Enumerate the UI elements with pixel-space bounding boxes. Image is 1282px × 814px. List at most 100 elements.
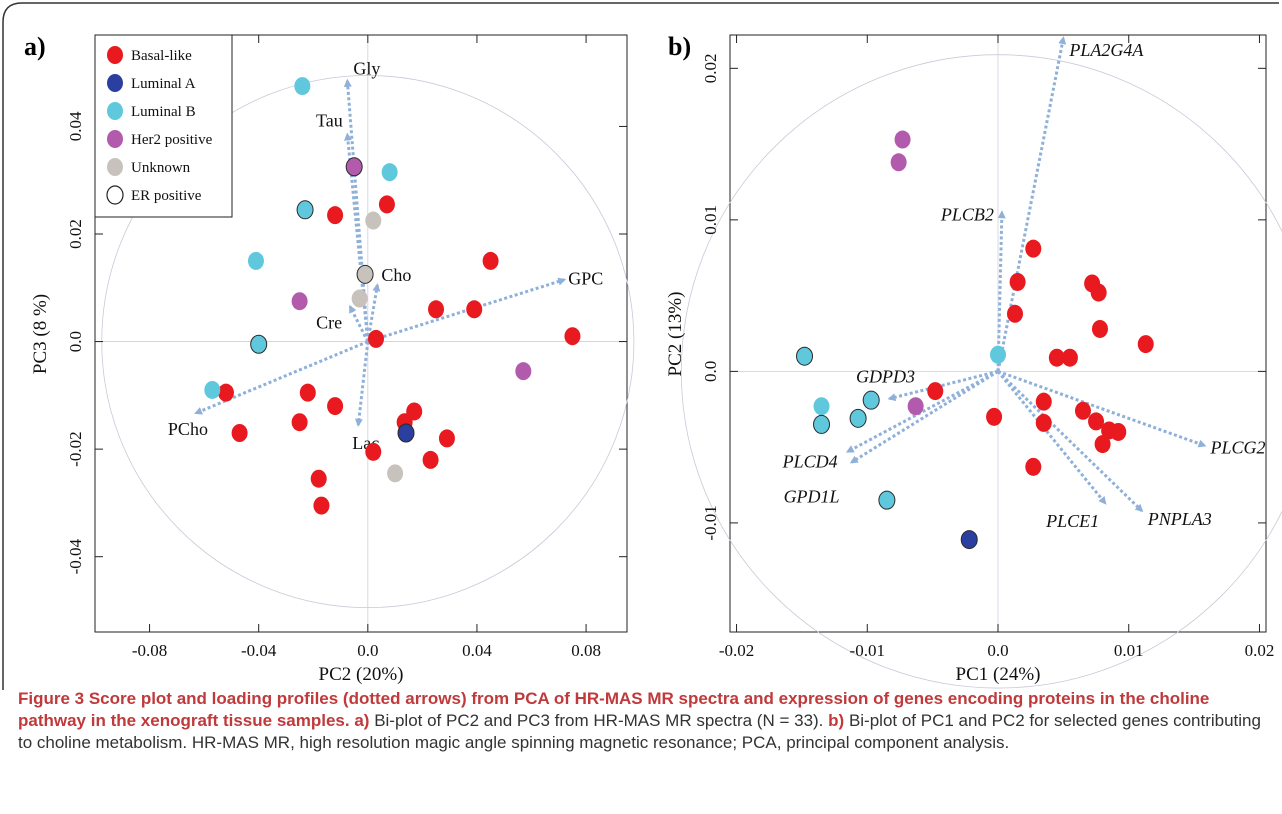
x-tick-label: 0.02 [1245,641,1275,660]
score-point-basal [1090,283,1107,302]
score-point-basal [1009,272,1026,291]
score-point-unknown [351,289,368,308]
score-point-her2 [345,157,363,177]
caption-part-b-label: b) [828,711,845,730]
loading-arrow-cre [348,304,370,343]
loading-arrow-pla2g4a [996,36,1067,372]
loading-label-cho: Cho [381,265,411,285]
caption-title: Figure 3 Score plot and loading profiles… [18,689,1210,730]
score-point-luminal-b [813,397,830,416]
x-tick-label: -0.08 [132,641,167,660]
x-tick-label: -0.04 [241,641,277,660]
score-point-basal [1137,335,1154,354]
score-point-basal [1061,348,1078,367]
loading-label-plcb2: PLCB2 [940,204,994,224]
score-point-basal [368,329,385,348]
figure-caption: Figure 3 Score plot and loading profiles… [18,688,1266,754]
panel-a: a) -0.08 -0.04 0.0 0.04 0.08 -0.04 -0.02 0.0 0.0… [24,32,635,685]
score-point-luminal-a [960,530,978,550]
y-tick-label: 0.0 [66,331,85,352]
x-tick-label: 0.0 [357,641,378,660]
legend-marker-basal [107,46,123,64]
loading-label-plcd4: PLCD4 [782,452,838,472]
loading-label-pcho: PCho [168,419,208,439]
score-point-basal [422,450,439,469]
loading-arrow-pnpla3 [996,370,1144,513]
loading-label-plcg2: PLCG2 [1210,438,1266,458]
score-point-basal [1094,435,1111,454]
score-point-her2 [291,292,308,311]
score-point-luminal-b [250,334,268,354]
score-point-unknown [356,264,374,284]
score-point-her2 [890,153,907,172]
score-point-her2 [515,362,532,381]
loading-arrow-gpd1l [849,370,999,464]
score-point-basal [313,496,330,515]
loading-arrow-plcg2 [997,369,1207,448]
score-point-luminal-b [862,390,880,410]
score-point-basal [406,402,423,421]
score-point-basal [1110,422,1127,441]
score-point-luminal-b [796,346,814,366]
score-point-basal [466,300,483,319]
score-point-luminal-b [294,77,311,96]
x-tick-label: -0.01 [850,641,885,660]
score-point-luminal-b [849,408,867,428]
y-tick-label: 0.0 [701,361,720,382]
loading-arrow-cho [366,283,381,342]
y-tick-label: -0.01 [701,505,720,540]
panel-a-legend: Basal-like Luminal A Luminal B Her2 positiv… [94,34,233,218]
score-point-luminal-b [813,414,831,434]
panel-b-grid [681,35,1282,689]
panel-a-plot-area [94,34,628,633]
score-point-her2 [907,397,924,416]
y-tick-label: -0.02 [66,431,85,466]
score-point-luminal-b [247,251,264,270]
loading-arrow-lac [354,341,370,427]
score-point-unknown [387,464,404,483]
panel-a-xlabel: PC2 (20%) [319,664,404,685]
x-tick-label: 0.01 [1114,641,1144,660]
legend-label-luminal-b: Luminal B [131,104,196,120]
panel-b-ticks: -0.02 -0.01 0.0 0.01 0.02 -0.01 0.0 0.01 0.02 [701,35,1274,660]
legend-marker-her2 [107,130,123,148]
y-tick-label: 0.01 [701,205,720,235]
score-point-basal [1035,413,1052,432]
legend-marker-er [106,185,124,205]
score-point-basal [310,469,327,488]
panel-b: b) -0.02 -0.01 0.0 0.01 0.02 -0.01 0.0 0.01 0.02… [665,32,1282,689]
score-point-basal [428,300,445,319]
score-point-basal [327,397,344,416]
score-point-basal [1035,392,1052,411]
score-point-basal [231,424,248,442]
loading-label-pla2g4a: PLA2G4A [1068,40,1144,60]
score-point-basal [217,383,234,402]
score-point-luminal-b [990,345,1006,364]
loading-label-tau: Tau [316,111,343,131]
panel-b-points [796,130,1154,550]
legend-label-basal: Basal-like [131,48,192,64]
y-tick-label: 0.02 [701,53,720,83]
score-point-luminal-b [204,380,221,399]
panel-b-ylabel: PC2 (13%) [665,292,686,377]
score-point-basal [327,206,344,225]
loading-arrow-plcd4 [845,370,999,454]
score-point-basal [1025,457,1042,476]
loading-label-gly: Gly [353,59,380,79]
loading-label-gpd1l: GPD1L [784,486,840,506]
score-point-basal [438,429,455,448]
score-point-basal [564,327,581,346]
score-point-basal [986,407,1003,426]
score-point-basal [482,251,499,270]
score-point-basal [927,382,944,401]
panel-a-ylabel: PC3 (8 %) [30,294,51,374]
caption-part-a-label: a) [354,711,370,730]
legend-marker-luminal-b [107,102,123,120]
x-tick-label: 0.04 [462,641,492,660]
x-tick-label: -0.02 [719,641,754,660]
score-point-basal [1074,401,1091,420]
score-point-luminal-b [296,200,314,220]
panel-b-loadings: PLA2G4A PLCB2 GDPD3 PLCD4 GPD1L PLCG2 PLCE1 PNP… [782,36,1266,531]
loading-label-gdpd3: GDPD3 [856,367,915,387]
